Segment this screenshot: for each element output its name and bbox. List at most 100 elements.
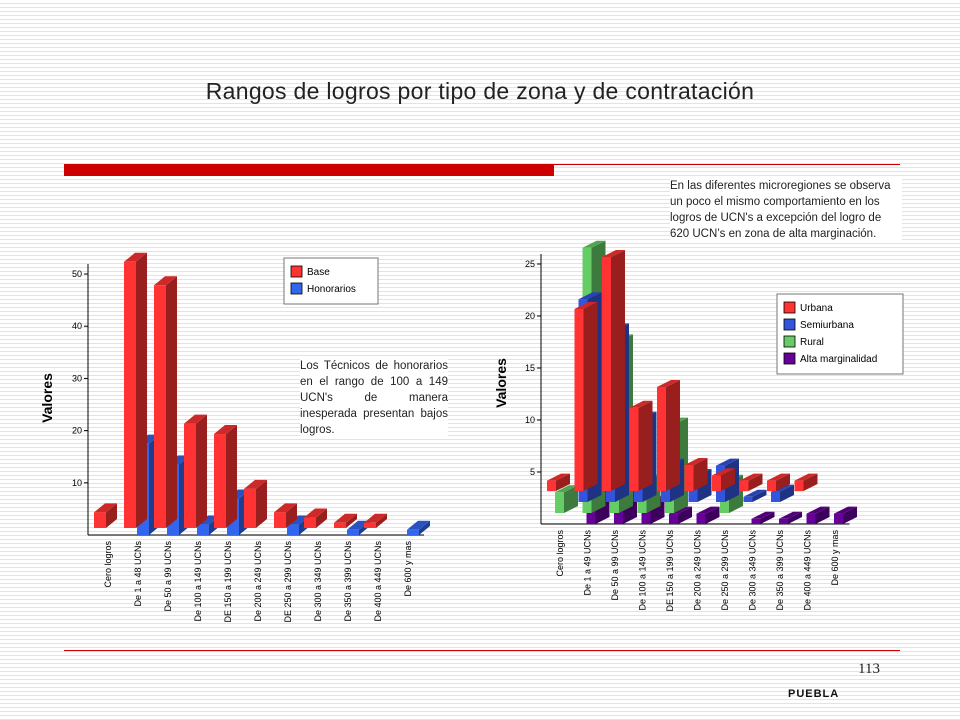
legend-swatch-rural [783,335,796,348]
bar-side [611,250,625,491]
bar-urbana-3 [602,250,625,491]
bar-top [214,425,237,435]
bar-top [684,458,708,465]
bar-side [678,506,692,524]
bar-urbana-6 [684,458,708,491]
note-honorarios: Los Técnicos de honorarios en el rango d… [300,358,448,438]
bar-top [244,479,267,489]
bar-side [721,468,735,491]
bar-base-2 [124,252,147,528]
bar-base-9 [334,513,357,528]
x-tick-label: DE 150 a 199 UCNs [223,541,233,623]
bar-honorarios-11 [407,520,430,535]
bar-front [712,475,721,491]
bar-side [638,400,653,491]
legend-swatch-alta-marginalidad [783,352,796,365]
bar-rural-1 [555,485,578,513]
y-tick-label: 10 [525,415,535,425]
bar-front [767,480,776,491]
bar-side [564,485,578,513]
x-tick-label: De 400 a 449 UCNs [373,541,383,622]
x-tick-label: De 350 a 399 UCNs [343,541,353,622]
bar-top [779,511,802,519]
bar-top [806,506,830,514]
y-tick-label: 10 [72,478,82,488]
y-tick-label: 40 [72,321,82,331]
bar-alta-marginalidad-9 [779,511,802,524]
x-tick-label: De 300 a 349 UCNs [313,541,323,622]
bar-top [184,414,207,424]
bar-front [124,261,136,528]
bar-side [666,380,680,491]
bar-front [214,434,226,528]
bar-top [154,276,177,286]
bar-side [760,511,775,524]
x-tick-label: Cero logros [555,530,565,577]
bar-urbana-2 [574,302,598,491]
bar-top [739,473,763,481]
x-tick-label: De 50 a 99 UCNs [163,541,173,612]
x-tick-label: De 100 a 149 UCNs [637,530,647,611]
bar-urbana-7 [712,468,735,491]
bar-top [555,485,578,493]
bar-side [556,473,570,491]
bar-side [196,414,207,528]
bar-front [771,491,780,502]
bar-front [739,480,749,491]
bar-base-6 [244,479,267,528]
bar-alta-marginalidad-8 [751,511,775,524]
bar-side [286,503,297,528]
legend-label-urbana: Urbana [800,303,833,314]
bar-top [578,292,602,300]
bar-top [834,506,857,514]
title-accent-bar [64,164,554,176]
bar-front [304,517,316,528]
bar-top [602,250,625,257]
bar-side [166,276,177,528]
bar-front [347,529,359,535]
bar-urbana-4 [629,400,653,491]
bar-top [629,400,653,408]
bar-front [779,518,788,524]
bar-top [767,473,790,481]
y-axis-label: Valores [493,358,509,408]
bar-urbana-10 [794,473,818,491]
bar-side [705,506,720,524]
page-number: 113 [858,661,880,677]
legend-label-base: Base [307,267,330,278]
bar-front [94,512,106,528]
bar-top [657,380,680,387]
bar-front [641,503,651,524]
bar-side [583,302,598,491]
bar-top [794,473,818,481]
footer-label: PUEBLA [788,688,840,700]
bar-front [407,529,419,535]
bar-front [555,492,564,513]
bar-top [696,506,720,514]
bar-top [582,240,606,248]
bar-base-3 [154,276,177,528]
bar-top [712,468,735,476]
bar-side [693,458,708,491]
x-tick-label: De 1 a 48 UCNs [133,541,143,607]
bar-side [752,489,767,502]
bar-top [94,503,117,513]
legend-label-alta-marginalidad: Alta marginalidad [800,354,877,365]
y-tick-label: 20 [72,426,82,436]
bar-side [815,506,830,524]
bar-side [316,508,327,528]
bar-front [794,480,804,491]
bar-front [334,522,346,528]
bar-front [684,465,694,491]
bar-side [776,473,790,491]
legend-swatch-base [290,265,303,278]
legend-label-rural: Rural [800,337,824,348]
bar-front [364,522,376,528]
bar-front [806,513,816,524]
x-tick-label: De 200 a 249 UCNs [692,530,702,611]
legend-swatch-urbana [783,301,796,314]
x-tick-label: De 200 a 249 UCNs [253,541,263,622]
bar-urbana-5 [657,380,680,491]
